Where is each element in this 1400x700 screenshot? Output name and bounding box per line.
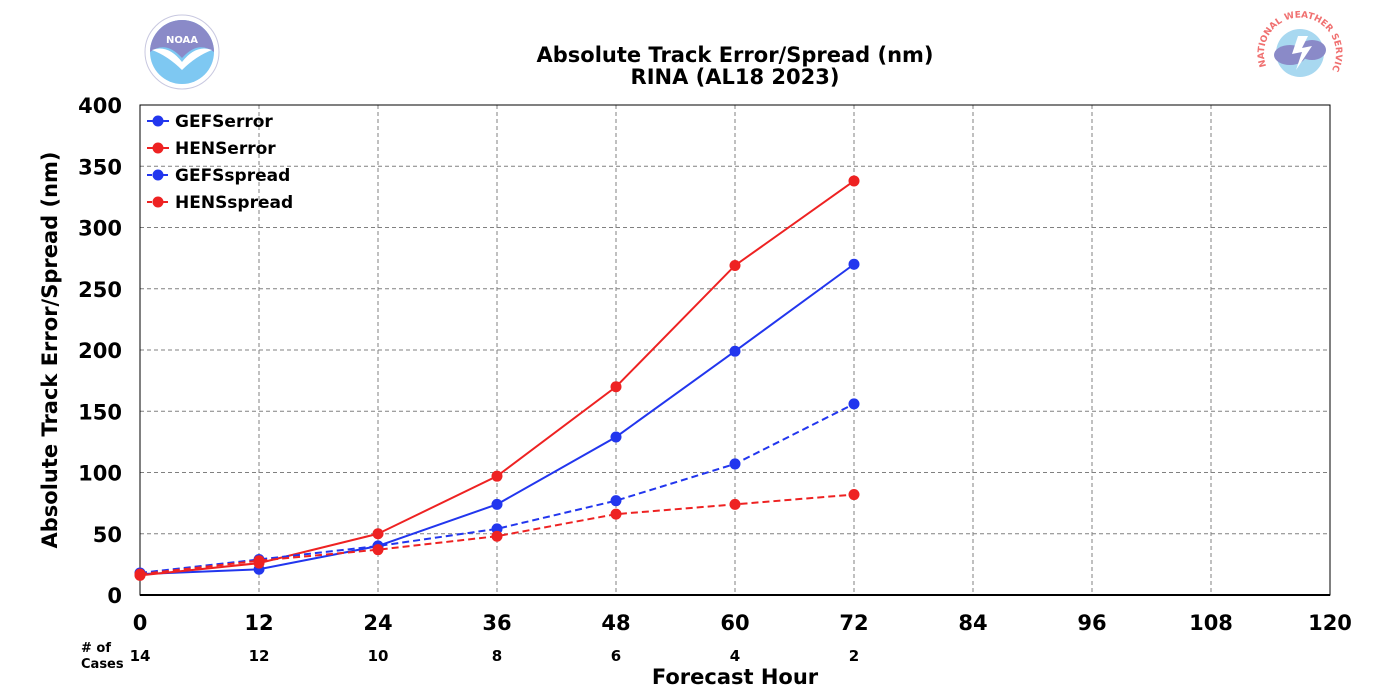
case-count: 12 [249, 647, 270, 665]
cases-header-line1: # of [81, 641, 111, 656]
legend-swatch-marker [152, 169, 164, 181]
case-count: 6 [611, 647, 621, 665]
y-tick-labels: 0 50 100 150 200 250 300 350 400 [78, 94, 122, 608]
case-count: 2 [849, 647, 859, 665]
data-point [491, 530, 503, 542]
x-tick-label: 36 [482, 611, 511, 635]
x-tick-label: 12 [244, 611, 273, 635]
chart-title: Absolute Track Error/Spread (nm) [536, 43, 933, 67]
y-tick-label: 400 [78, 94, 122, 118]
case-count: 14 [130, 647, 151, 665]
data-point [848, 258, 860, 270]
x-tick-label: 48 [601, 611, 630, 635]
x-tick-label: 120 [1308, 611, 1352, 635]
cases-header-line2: Cases [81, 657, 124, 672]
case-count: 10 [368, 647, 389, 665]
data-point [610, 508, 622, 520]
legend-item: GEFSerror [147, 112, 273, 132]
x-tick-label: 108 [1189, 611, 1233, 635]
legend-label: HENSspread [175, 193, 293, 213]
y-tick-label: 350 [78, 155, 122, 179]
data-point [491, 498, 503, 510]
data-point [848, 489, 860, 501]
y-tick-label: 250 [78, 278, 122, 302]
y-tick-label: 200 [78, 339, 122, 363]
data-point [729, 458, 741, 470]
x-tick-label: 24 [363, 611, 392, 635]
cases-row: 14 12 10 8 6 4 2 [130, 647, 860, 665]
data-point [134, 568, 146, 580]
legend-label: GEFSspread [175, 166, 290, 186]
x-tick-label: 84 [958, 611, 987, 635]
chart-subtitle: RINA (AL18 2023) [631, 65, 840, 89]
y-tick-label: 150 [78, 400, 122, 424]
legend-item: GEFSspread [147, 166, 290, 186]
y-tick-label: 300 [78, 217, 122, 241]
x-tick-labels: 0 12 24 36 48 60 72 84 96 108 120 [133, 611, 1352, 635]
data-point [848, 398, 860, 410]
data-point [729, 345, 741, 357]
legend-swatch-marker [152, 142, 164, 154]
data-point [848, 175, 860, 187]
x-axis-label: Forecast Hour [652, 665, 819, 689]
y-tick-label: 100 [78, 462, 122, 486]
legend: GEFSerror HENSerror GEFSspread HENSspread [147, 112, 293, 213]
x-tick-label: 72 [839, 611, 868, 635]
series-gefsspread [134, 398, 860, 579]
case-count: 8 [492, 647, 502, 665]
legend-swatch-marker [152, 196, 164, 208]
y-tick-label: 50 [93, 523, 122, 547]
series-hensspread [134, 489, 860, 580]
data-point [610, 431, 622, 443]
noaa-logo: NOAA [144, 14, 220, 90]
data-point [491, 470, 503, 482]
legend-item: HENSspread [147, 193, 293, 213]
data-point [610, 495, 622, 507]
noaa-logo-text: NOAA [166, 35, 198, 46]
data-point [253, 555, 265, 567]
x-tick-label: 60 [720, 611, 749, 635]
legend-label: HENSerror [175, 139, 276, 159]
data-point [372, 544, 384, 556]
legend-label: GEFSerror [175, 112, 273, 132]
legend-item: HENSerror [147, 139, 276, 159]
data-point [372, 528, 384, 540]
series-layer [134, 175, 860, 581]
x-tick-label: 96 [1077, 611, 1106, 635]
y-axis-label: Absolute Track Error/Spread (nm) [38, 151, 62, 548]
data-point [729, 498, 741, 510]
case-count: 4 [730, 647, 740, 665]
legend-swatch-marker [152, 115, 164, 127]
x-tick-label: 0 [133, 611, 148, 635]
data-point [729, 259, 741, 271]
data-point [610, 381, 622, 393]
y-tick-label: 0 [107, 584, 122, 608]
